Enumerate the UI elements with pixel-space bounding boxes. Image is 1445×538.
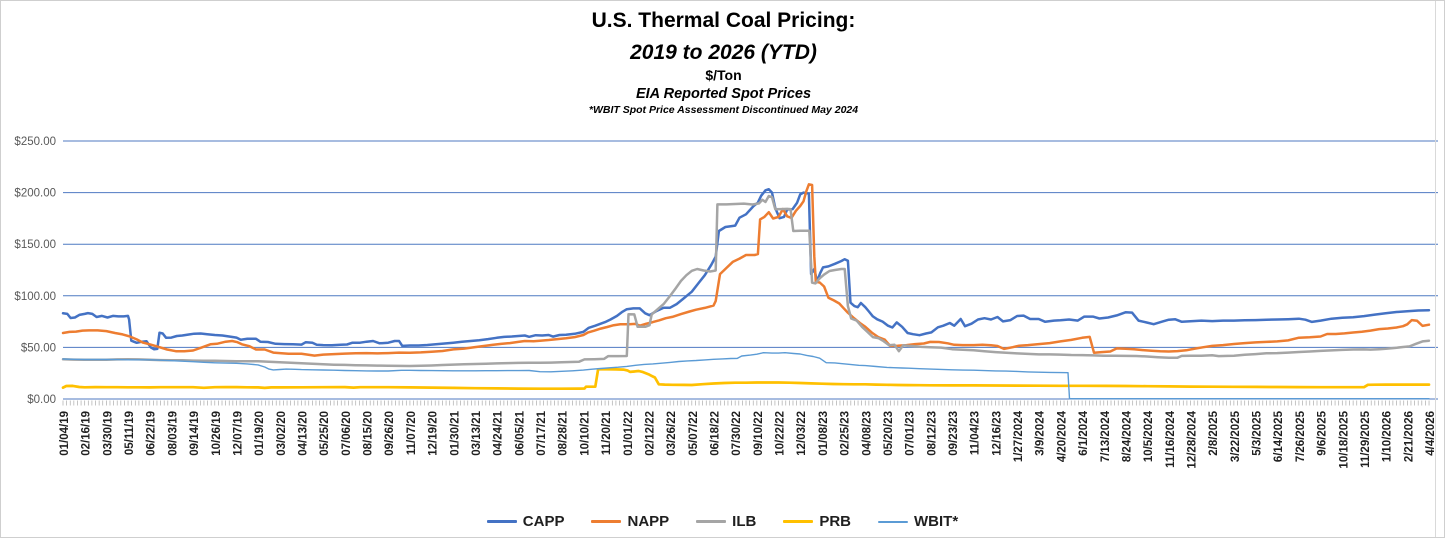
x-axis-label: 11/20/21: [601, 410, 613, 455]
x-axis-label: 02/25/23: [840, 411, 852, 456]
x-axis-label: 03/26/22: [666, 411, 678, 456]
source-label: EIA Reported Spot Prices: [635, 85, 812, 102]
x-axis-label: 10/18/2025: [1338, 410, 1350, 468]
y-axis-label: $100.00: [14, 291, 56, 303]
napp-legend-line: [591, 520, 622, 523]
x-axis-label: 4/4/2026: [1425, 411, 1437, 456]
x-axis-label: 08/28/21: [558, 410, 570, 455]
x-axis-label: 09/26/20: [384, 411, 396, 456]
legend-item-wbit: WBIT*: [878, 513, 958, 530]
x-axis-label: 12/19/20: [428, 411, 440, 456]
napp-line: [61, 183, 1431, 357]
x-axis-label: 1/10/2026: [1382, 411, 1394, 462]
x-axis-label: 3/9/2024: [1035, 410, 1047, 455]
x-axis-label: 7/26/2025: [1295, 410, 1307, 462]
capp-legend-line: [486, 520, 517, 523]
x-axis-label: 1/27/2024: [1013, 410, 1025, 462]
x-axis-label: 05/25/20: [319, 411, 331, 456]
x-axis-label: 07/17/21: [536, 410, 548, 455]
x-axis-label: 07/01/23: [905, 411, 917, 456]
x-axis-label: 09/23/23: [948, 411, 960, 456]
legend-item-capp: CAPP: [486, 513, 565, 530]
legend-label-ilb: ILB: [732, 513, 757, 530]
x-axis-label: 01/08/23: [818, 411, 830, 456]
x-axis-label: 11/16/2024: [1165, 410, 1177, 468]
x-axis-label: 05/20/23: [883, 411, 895, 456]
x-axis-label: 05/11/19: [124, 411, 136, 455]
y-axis-label: $50.00: [21, 342, 56, 354]
x-axis-label: 04/24/21: [493, 410, 505, 455]
x-axis-label: 2/8/2025: [1208, 410, 1220, 455]
legend-item-napp: NAPP: [591, 513, 669, 530]
x-axis-label: 9/6/2025: [1317, 410, 1329, 455]
x-axis-label: 8/24/2024: [1122, 410, 1134, 462]
x-axis-label: 07/06/20: [341, 411, 353, 456]
x-axis-label: 08/03/19: [167, 411, 179, 456]
x-axis-label: 10/22/22: [775, 411, 787, 456]
prb-legend-line: [783, 520, 814, 523]
x-axis-label: 08/12/23: [926, 411, 938, 456]
x-axis-label: 05/07/22: [688, 411, 700, 456]
x-axis-label: 01/30/21: [449, 410, 461, 455]
x-axis-label: 09/10/22: [753, 411, 765, 456]
y-axis-label: $0.00: [27, 394, 56, 406]
prb-line: [61, 367, 1431, 391]
legend-item-prb: PRB: [783, 513, 851, 530]
x-axis-label: 02/16/19: [81, 411, 93, 456]
legend: CAPP NAPP ILB PRB WBIT*: [1, 513, 1444, 530]
x-axis-label: 4/20/2024: [1056, 410, 1068, 462]
wbit-legend-line: [878, 520, 909, 523]
x-axis-label: 06/18/22: [710, 411, 722, 456]
legend-label-prb: PRB: [819, 513, 852, 530]
x-axis-label: 04/08/23: [861, 411, 873, 456]
legend-item-ilb: ILB: [696, 513, 756, 530]
x-axis-label: 03/30/19: [102, 411, 114, 456]
x-axis-label: 10/26/19: [211, 411, 223, 456]
x-axis-label: 07/30/22: [731, 411, 743, 456]
legend-label-napp: NAPP: [627, 513, 670, 530]
y-axis-label: $250.00: [14, 136, 56, 148]
legend-label-wbit: WBIT*: [914, 513, 959, 530]
title-block: U.S. Thermal Coal Pricing: 2019 to 2026 …: [15, 9, 1432, 116]
chart-subtitle: 2019 to 2026 (YTD): [630, 41, 817, 65]
ilb-legend-line: [696, 520, 727, 523]
x-axis-label: 2/21/2026: [1403, 411, 1415, 462]
y-axis-label: $150.00: [14, 239, 56, 251]
x-axis-label: 02/12/22: [644, 411, 656, 456]
wbit-line: [62, 352, 1430, 400]
x-axis-label: 12/16/23: [991, 411, 1003, 456]
x-axis-label: 09/14/19: [189, 411, 201, 456]
x-axis-label: 11/04/23: [970, 411, 982, 455]
x-axis-label: 01/19/20: [254, 411, 266, 456]
x-axis-label: 06/05/21: [514, 410, 526, 455]
x-axis-label: 11/07/20: [406, 411, 418, 455]
x-axis-label: 12/07/19: [233, 411, 245, 456]
x-axis-label: 03/13/21: [471, 410, 483, 455]
footnote: *WBIT Spot Price Assessment Discontinued…: [588, 103, 859, 116]
x-axis-label: 08/15/20: [363, 411, 375, 456]
x-axis-label: 6/14/2025: [1273, 410, 1285, 462]
y-axis-label: $200.00: [14, 188, 56, 200]
x-axis-label: 03/02/20: [276, 411, 288, 456]
x-axis-label: 12/03/22: [796, 411, 808, 456]
x-axis-label: 7/13/2024: [1100, 410, 1112, 462]
x-axis-label: 5/3/2025: [1252, 410, 1264, 455]
x-axis-label: 01/01/22: [623, 411, 635, 456]
unit-label: $/Ton: [705, 67, 742, 84]
x-axis-label: 11/29/2025: [1360, 410, 1372, 468]
legend-label-capp: CAPP: [522, 513, 565, 530]
x-axis-label: 10/5/2024: [1143, 410, 1155, 462]
x-axis-label: 04/13/20: [298, 411, 310, 456]
x-axis-label: 06/22/19: [146, 411, 158, 456]
x-axis-label: 3/22/2025: [1230, 410, 1242, 462]
x-axis-label: 10/10/21: [579, 410, 591, 455]
ilb-line: [61, 194, 1431, 368]
chart-title: U.S. Thermal Coal Pricing:: [591, 9, 856, 32]
capp-line: [61, 187, 1431, 351]
x-axis-label: 12/28/2024: [1187, 410, 1199, 468]
x-axis-label: 01/04/19: [59, 411, 71, 456]
x-axis-label: 6/1/2024: [1078, 410, 1090, 455]
